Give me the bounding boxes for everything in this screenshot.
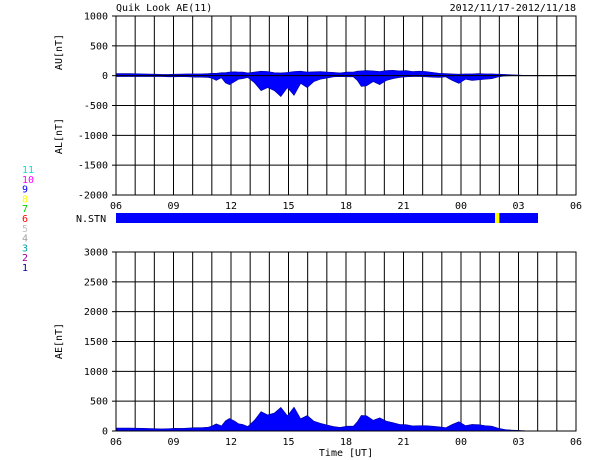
y-tick-label: -2000 bbox=[78, 191, 108, 202]
x-tick-label: 09 bbox=[167, 201, 179, 212]
ae-axis-label: AE[nT] bbox=[54, 323, 65, 359]
x-tick-label: 15 bbox=[282, 201, 294, 212]
station-legend-item: 3 bbox=[22, 243, 28, 254]
x-tick-label: 12 bbox=[225, 201, 237, 212]
y-tick-label: 1500 bbox=[84, 337, 108, 348]
y-tick-label: 0 bbox=[102, 427, 108, 438]
station-legend-item: 10 bbox=[22, 175, 34, 186]
station-legend-item: 2 bbox=[22, 253, 28, 264]
n-stn-panel bbox=[116, 213, 538, 223]
y-tick-label: -1500 bbox=[78, 161, 108, 172]
station-legend-item: 8 bbox=[22, 194, 28, 205]
y-tick-label: 500 bbox=[90, 397, 108, 408]
station-legend-item: 1 bbox=[22, 263, 28, 274]
al-series bbox=[115, 75, 538, 97]
plot-frame bbox=[115, 251, 577, 432]
station-legend-item: 5 bbox=[22, 224, 28, 235]
x-tick-label: 21 bbox=[397, 201, 409, 212]
station-legend-item: 9 bbox=[22, 185, 28, 196]
station-legend-item: 4 bbox=[22, 234, 28, 245]
plot-frame bbox=[115, 15, 577, 196]
time-axis-label: Time [UT] bbox=[319, 448, 373, 459]
x-tick-label: 06 bbox=[110, 437, 122, 448]
y-tick-label: 1000 bbox=[84, 12, 108, 23]
x-tick-label: 06 bbox=[110, 201, 122, 212]
station-legend-item: 7 bbox=[22, 204, 28, 215]
x-tick-label: 03 bbox=[512, 201, 524, 212]
x-tick-label: 15 bbox=[282, 437, 294, 448]
station-legend-item: 11 bbox=[22, 165, 34, 176]
al-axis-label: AL[nT] bbox=[54, 118, 65, 154]
x-tick-label: 21 bbox=[397, 437, 409, 448]
x-tick-label: 09 bbox=[167, 437, 179, 448]
x-tick-label: 06 bbox=[570, 437, 582, 448]
x-tick-label: 03 bbox=[512, 437, 524, 448]
x-tick-label: 00 bbox=[455, 201, 467, 212]
n-stn-segment bbox=[116, 213, 496, 223]
y-tick-label: 500 bbox=[90, 41, 108, 52]
x-tick-label: 12 bbox=[225, 437, 237, 448]
au-series bbox=[115, 69, 539, 76]
n-stn-label: N.STN bbox=[76, 214, 106, 225]
y-tick-label: 2000 bbox=[84, 307, 108, 318]
ae-series bbox=[115, 406, 539, 432]
y-tick-label: -1000 bbox=[78, 131, 108, 142]
y-tick-label: 2500 bbox=[84, 277, 108, 288]
n-stn-segment bbox=[499, 213, 538, 223]
station-legend-item: 6 bbox=[22, 214, 28, 225]
x-tick-label: 18 bbox=[340, 437, 352, 448]
x-tick-label: 18 bbox=[340, 201, 352, 212]
y-tick-label: -500 bbox=[84, 101, 108, 112]
n-stn-segment bbox=[495, 213, 500, 223]
x-tick-label: 00 bbox=[455, 437, 467, 448]
chart-title: Quik Look AE(11) bbox=[116, 3, 212, 14]
date-range: 2012/11/17-2012/11/18 bbox=[450, 3, 576, 14]
y-tick-label: 1000 bbox=[84, 367, 108, 378]
x-tick-label: 06 bbox=[570, 201, 582, 212]
y-tick-label: 0 bbox=[102, 71, 108, 82]
au-axis-label: AU[nT] bbox=[54, 34, 65, 70]
y-tick-label: 3000 bbox=[84, 248, 108, 259]
